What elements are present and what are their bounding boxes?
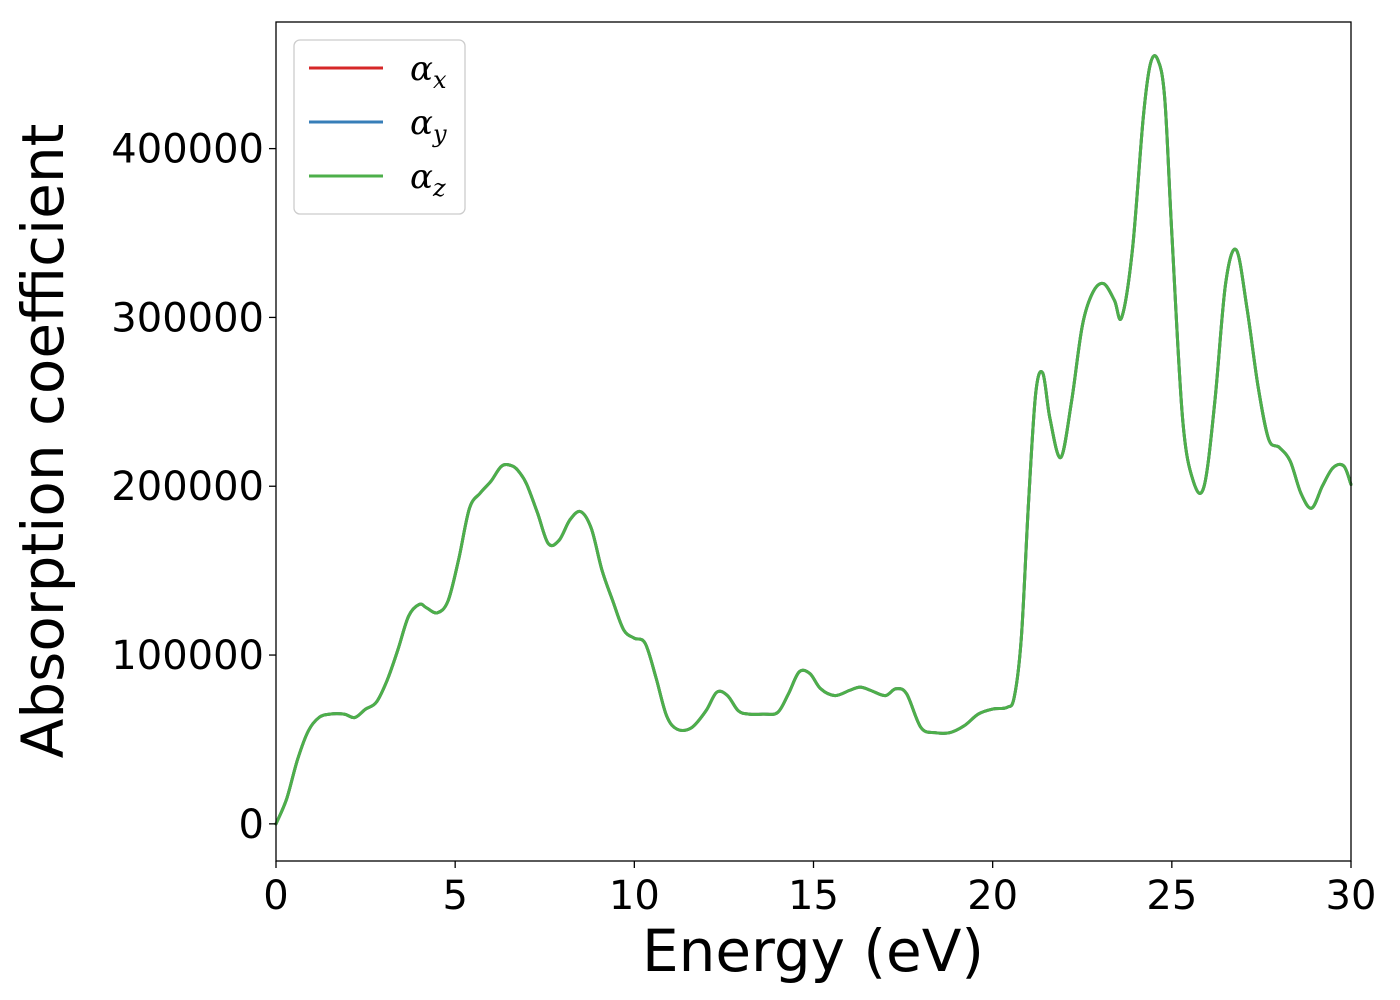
x-tick-label: 30	[1326, 873, 1377, 919]
x-tick-label: 10	[609, 873, 660, 919]
x-tick-label: 15	[788, 873, 839, 919]
legend-label-z: αz	[410, 157, 446, 202]
y-axis: 0 100000 200000 300000 400000	[111, 127, 276, 848]
y-tick-label: 300000	[111, 295, 264, 341]
legend-label-y: αy	[410, 103, 447, 148]
y-tick-label: 0	[239, 802, 264, 848]
x-tick-label: 25	[1146, 873, 1197, 919]
x-tick-label: 0	[263, 873, 288, 919]
x-axis: 0 5 10 15 20 25 30	[263, 861, 1376, 919]
legend: αx αy αz	[293, 39, 466, 215]
y-tick-label: 100000	[111, 633, 264, 679]
legend-box	[293, 39, 466, 215]
x-tick-label: 20	[967, 873, 1018, 919]
x-tick-label: 5	[442, 873, 467, 919]
y-tick-label: 400000	[111, 127, 264, 173]
y-axis-title: Absorption coefficient	[9, 124, 77, 759]
y-tick-label: 200000	[111, 464, 264, 510]
series-line-z	[274, 54, 1353, 826]
series-layer	[274, 54, 1353, 826]
x-axis-title: Energy (eV)	[642, 917, 984, 985]
legend-label-x: αx	[410, 49, 447, 94]
